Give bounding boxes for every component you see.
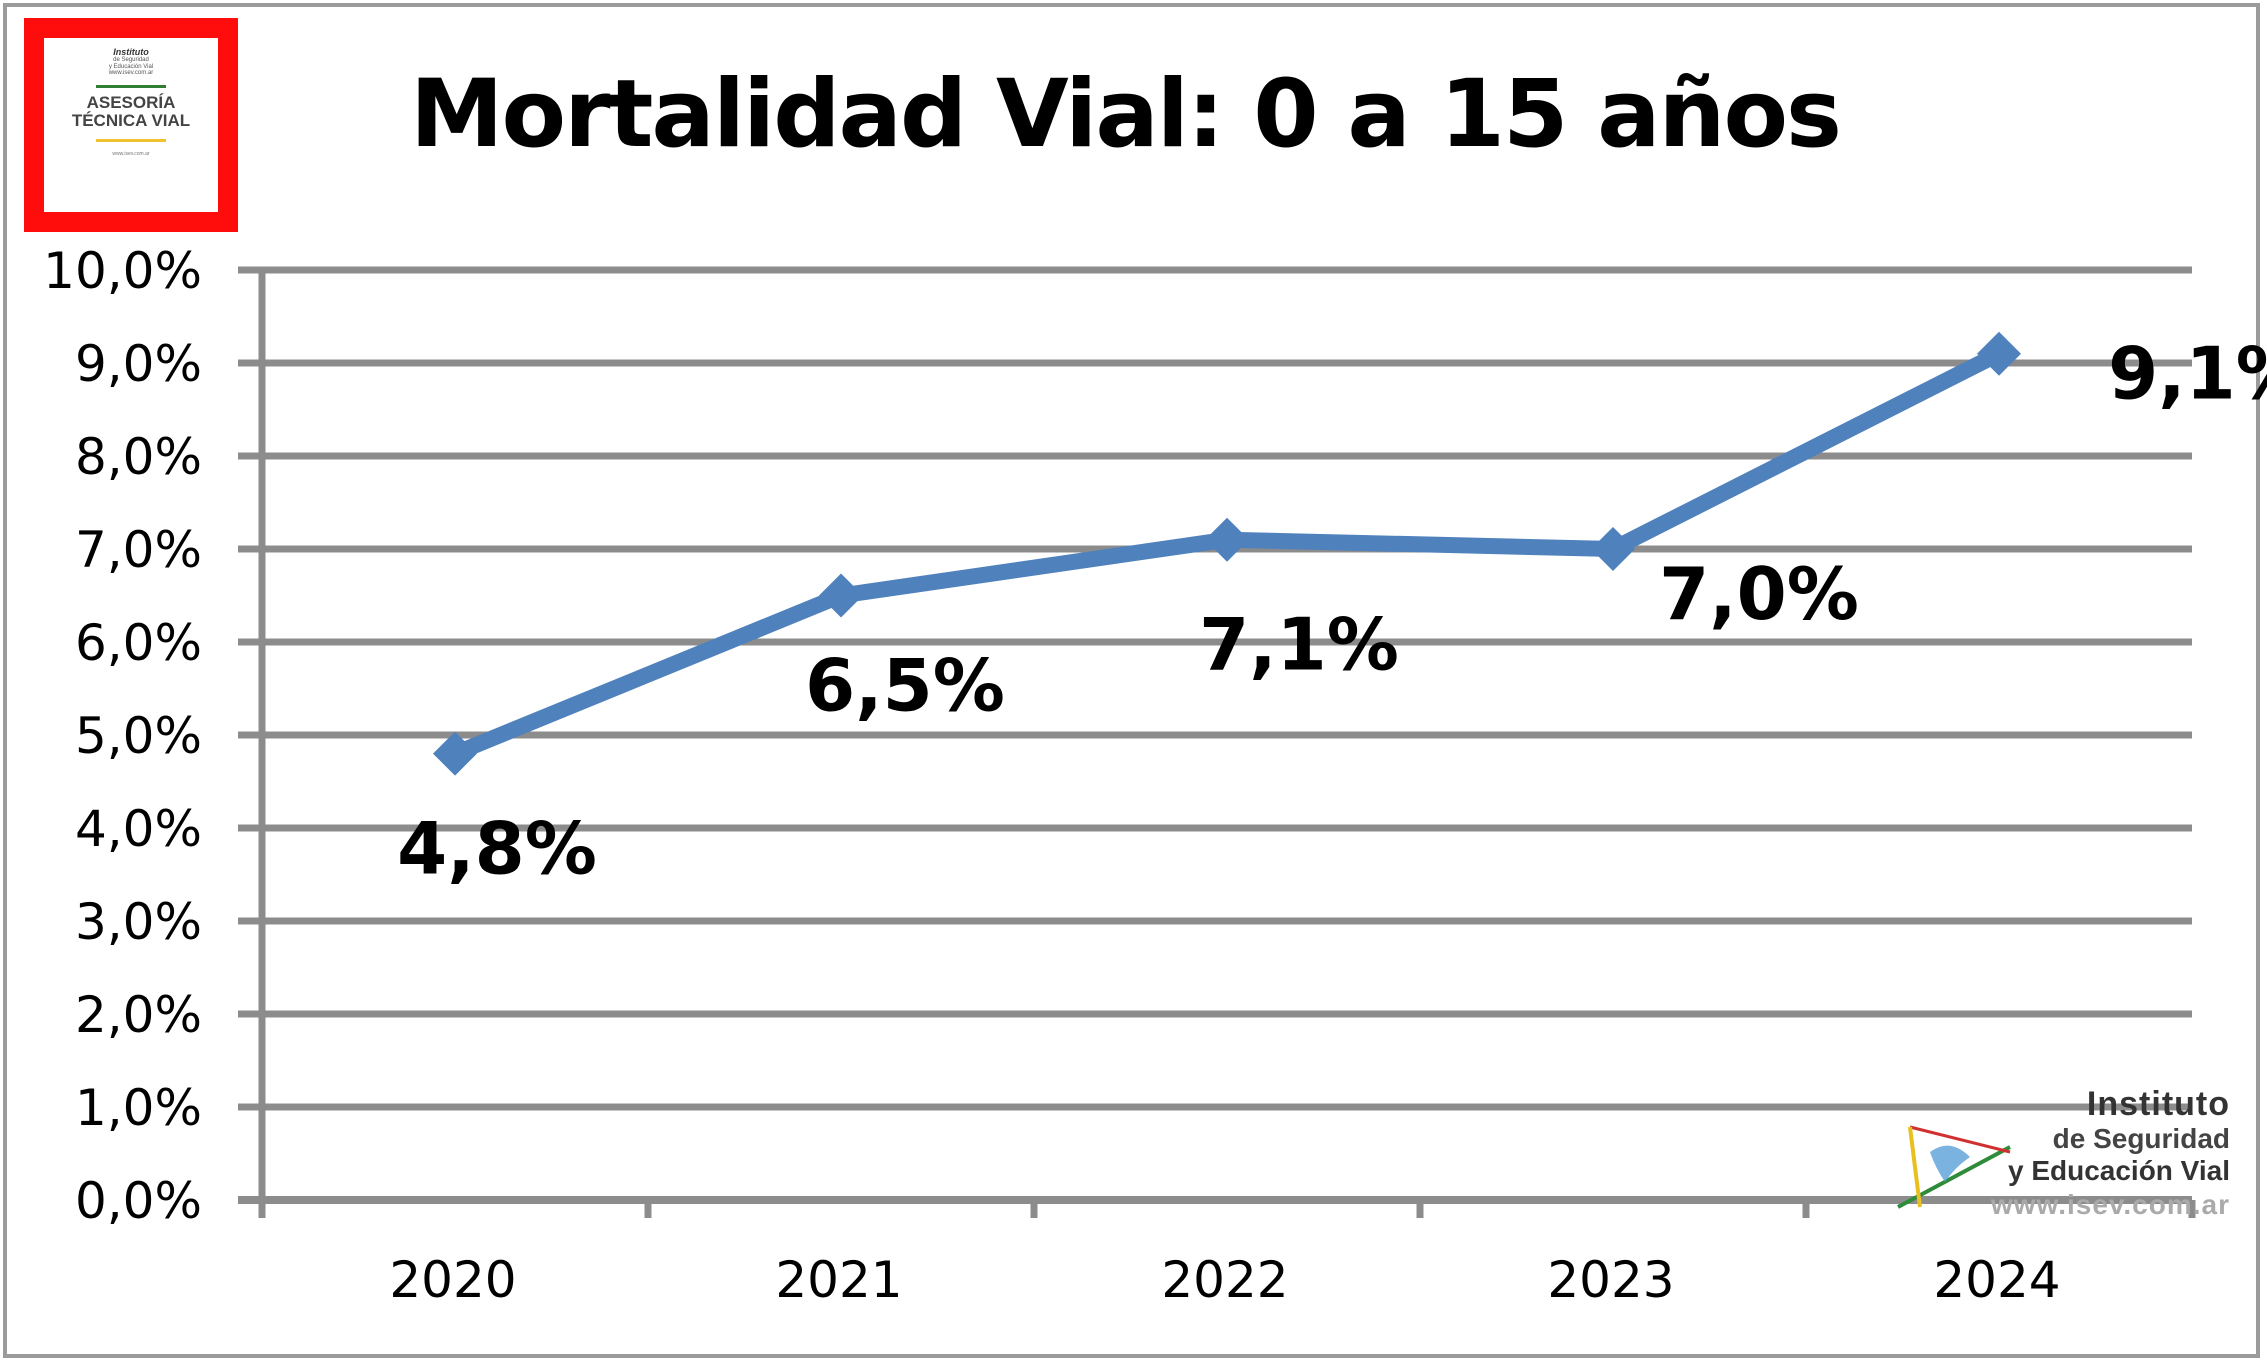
data-point-marker — [1205, 517, 1249, 562]
y-tick-label: 7,0% — [75, 521, 202, 579]
isev-watermark-logo: Instituto de Seguridad y Educación Vial … — [1890, 1085, 2230, 1225]
logo-title-line2: TÉCNICA VIAL — [71, 111, 191, 131]
data-label: 7,1% — [1199, 603, 1399, 687]
y-tick-label: 3,0% — [75, 893, 202, 951]
logo-line2: de Seguridad — [113, 57, 149, 64]
y-tick-label: 2,0% — [75, 986, 202, 1044]
x-tick-label: 2024 — [1933, 1251, 2060, 1309]
y-tick-label: 10,0% — [43, 242, 202, 300]
y-tick-label: 4,0% — [75, 800, 202, 858]
data-point-marker — [433, 731, 477, 776]
x-tick-label: 2023 — [1547, 1251, 1674, 1309]
series — [433, 331, 2021, 776]
data-label: 4,8% — [397, 807, 597, 891]
isev-line1: Instituto — [2086, 1085, 2230, 1123]
logo-yellow-line — [96, 139, 166, 143]
isev-url: www.isev.com.ar — [1990, 1189, 2230, 1220]
x-tick-label: 2020 — [389, 1251, 516, 1309]
data-label: 9,1% — [2108, 332, 2267, 416]
logo-url: www.isev.com.ar — [108, 70, 154, 77]
y-tick-label: 9,0% — [75, 335, 202, 393]
data-point-marker — [819, 573, 863, 618]
y-tick-label: 8,0% — [75, 428, 202, 486]
y-tick-label: 1,0% — [75, 1079, 202, 1137]
isev-line2: de Seguridad — [2052, 1123, 2230, 1154]
y-tick-label: 6,0% — [75, 614, 202, 672]
isev-emblem-icon — [1897, 1125, 2011, 1209]
logo-title-line1: ASESORÍA — [86, 93, 176, 113]
logo-line1: Instituto — [113, 47, 149, 57]
chart-title: Mortalidad Vial: 0 a 15 años — [409, 60, 1842, 169]
data-label: 6,5% — [805, 644, 1005, 728]
logo-line3: y Educación Vial — [108, 63, 154, 70]
axes: 0,0% 1,0% 2,0% 3,0% 4,0% 5,0% 6,0% 7,0% 8,0% 9,0%… — [43, 242, 2196, 1309]
isev-line3: y Educación Vial — [2007, 1155, 2230, 1186]
labels: 4,8% 6,5% 7,1% 7,0% 9,1% — [397, 332, 2267, 891]
x-tick-label: 2021 — [775, 1251, 902, 1309]
logo-green-line — [96, 85, 166, 89]
asesoria-logo: Instituto de Seguridad y Educación Vial … — [24, 18, 238, 232]
chart-frame — [3, 3, 2260, 1358]
data-point-marker — [1977, 331, 2021, 376]
logo-footer: www.isev.com.ar — [112, 151, 150, 158]
y-tick-label: 0,0% — [75, 1172, 202, 1230]
y-tick-label: 5,0% — [75, 707, 202, 765]
x-tick-label: 2022 — [1161, 1251, 1288, 1309]
data-label: 7,0% — [1659, 552, 1859, 636]
data-point-marker — [1591, 527, 1635, 571]
